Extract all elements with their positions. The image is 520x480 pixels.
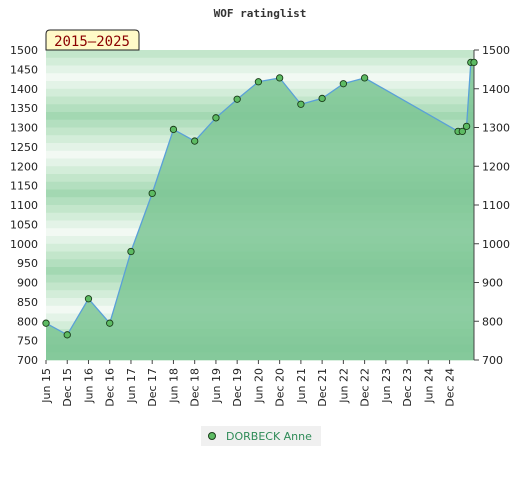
y-tick-label-right: 900 (482, 277, 503, 290)
y-tick-label-right: 700 (482, 354, 503, 367)
data-point (212, 114, 220, 122)
data-point (127, 247, 135, 256)
y-tick-label-left: 1300 (10, 122, 38, 135)
x-tick-label: Dec 17 (146, 368, 159, 407)
x-tick-label: Dec 24 (444, 368, 457, 407)
y-tick-label-right: 1300 (482, 122, 510, 135)
data-point (462, 122, 471, 130)
y-tick-label-left: 1100 (10, 199, 38, 212)
data-point (458, 127, 466, 136)
y-tick-label-left: 1250 (10, 141, 38, 154)
x-axis: Jun 15 Dec 15 Jun 16 Dec 16 Jun 17 Dec 17 Jun … (40, 360, 457, 407)
y-tick-label-left: 800 (17, 315, 38, 328)
data-point (339, 80, 348, 88)
x-tick-label: Jun 16 (82, 368, 95, 404)
data-point (148, 189, 156, 198)
data-point (254, 78, 263, 86)
y-tick-label-left: 850 (17, 296, 38, 309)
y-tick-label-right: 1200 (482, 160, 510, 173)
x-tick-label: Dec 23 (401, 368, 414, 407)
legend-marker (208, 432, 216, 440)
y-tick-label-right: 800 (482, 315, 503, 328)
y-tick-label-left: 1400 (10, 83, 38, 96)
x-tick-label: Jun 23 (380, 368, 393, 404)
x-tick-label: Jun 22 (337, 368, 350, 404)
x-tick-label: Jun 21 (295, 368, 308, 404)
x-tick-label: Dec 18 (189, 368, 202, 407)
legend: DORBECK Anne (201, 426, 321, 446)
data-point (470, 58, 478, 67)
x-tick-label: Dec 22 (359, 368, 372, 407)
y-axis-right: 700 800 900 1000 1100 1200 1300 1400 1500 (473, 44, 510, 367)
data-point (191, 137, 199, 145)
data-point (233, 95, 241, 103)
y-tick-label-left: 1150 (10, 180, 38, 193)
y-tick-label-left: 900 (17, 277, 38, 290)
x-tick-label: Dec 20 (274, 368, 287, 407)
data-point (106, 319, 114, 327)
data-point (169, 125, 178, 134)
y-tick-label-left: 1000 (10, 238, 38, 251)
x-tick-label: Jun 24 (422, 368, 435, 404)
y-tick-label-left: 700 (17, 354, 38, 367)
y-tick-label-right: 1100 (482, 199, 510, 212)
x-tick-label: Dec 15 (61, 368, 74, 407)
data-point (42, 319, 50, 327)
y-tick-label-left: 1200 (10, 160, 38, 173)
data-point (297, 100, 305, 108)
y-tick-label-left: 1350 (10, 102, 38, 115)
x-tick-label: Dec 19 (231, 368, 244, 407)
y-tick-label-right: 1500 (482, 44, 510, 57)
x-tick-label: Jun 19 (210, 368, 223, 404)
data-point (84, 295, 93, 303)
period-badge-text: 2015–2025 (54, 34, 130, 50)
x-tick-label: Jun 18 (167, 368, 180, 404)
y-tick-label-right: 1400 (482, 83, 510, 96)
y-tick-label-left: 1050 (10, 218, 38, 231)
x-tick-label: Jun 17 (125, 368, 138, 404)
data-point (360, 74, 369, 82)
legend-label: DORBECK Anne (226, 430, 312, 443)
x-tick-label: Dec 21 (316, 368, 329, 407)
data-point (63, 331, 71, 339)
y-tick-label-left: 1500 (10, 44, 38, 57)
x-tick-label: Jun 15 (40, 368, 53, 404)
y-axis-left: 700 750 800 850 900 950 1000 1050 1100 1150 1200 12… (10, 44, 38, 367)
y-tick-label-right: 1000 (482, 238, 510, 251)
y-tick-label-left: 950 (17, 257, 38, 270)
period-badge: 2015–2025 (45, 29, 140, 51)
series-markers (42, 58, 478, 339)
chart-title: WOF ratinglist (214, 7, 307, 20)
y-tick-label-left: 750 (17, 335, 38, 348)
data-point (318, 94, 326, 103)
x-tick-label: Dec 16 (104, 368, 117, 407)
data-point (275, 74, 284, 82)
y-tick-label-left: 1450 (10, 63, 38, 76)
x-tick-label: Jun 20 (252, 368, 265, 404)
